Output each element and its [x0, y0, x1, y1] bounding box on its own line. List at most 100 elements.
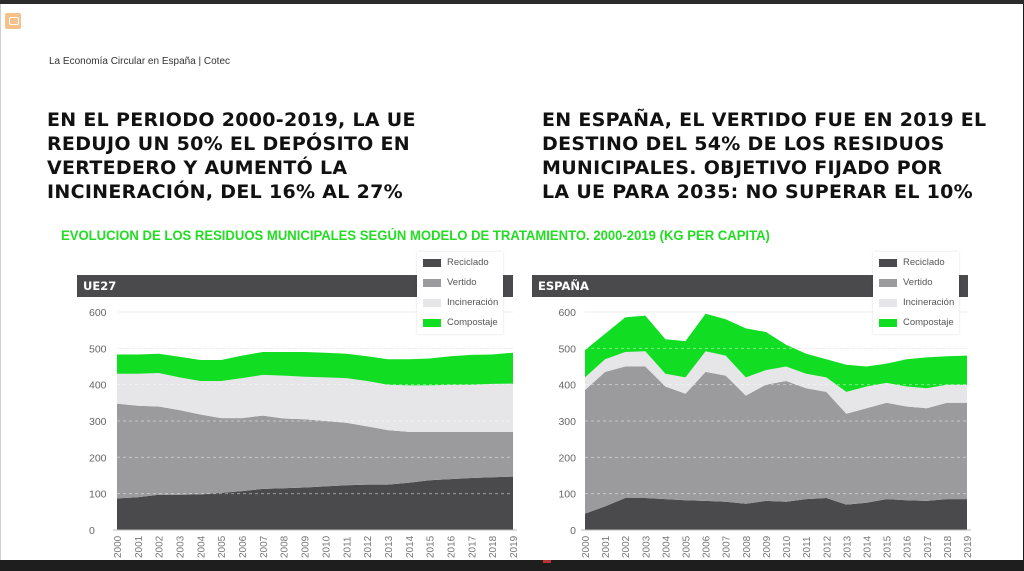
y-tick-label: 600 [89, 307, 107, 319]
area-compostaje [585, 313, 967, 392]
legend-label: Compostaje [447, 317, 498, 328]
x-tick-label: 2001 [601, 535, 612, 558]
x-tick-label: 2009 [762, 535, 773, 558]
y-tick-label: 200 [558, 452, 576, 464]
chart-subtitle: EVOLUCION DE LOS RESIDUOS MUNICIPALES SE… [61, 228, 770, 243]
window-top-bar [0, 0, 1024, 4]
x-tick-label: 2001 [134, 535, 145, 558]
legend-label: Incineración [447, 297, 499, 308]
x-tick-label: 2014 [862, 535, 873, 558]
x-tick-label: 2019 [509, 535, 520, 558]
y-tick-label: 600 [558, 307, 576, 319]
x-tick-label: 2016 [903, 535, 914, 558]
legend-swatch [423, 319, 441, 327]
y-tick-label: 100 [558, 489, 576, 501]
x-tick-label: 2010 [782, 535, 793, 558]
legend-label: Reciclado [903, 257, 945, 268]
legend-label: Reciclado [447, 257, 489, 268]
x-tick-label: 2003 [641, 535, 652, 558]
x-tick-label: 2009 [301, 535, 312, 558]
panel-title-ue27: UE27 [77, 275, 513, 297]
x-tick-label: 2015 [426, 535, 437, 558]
x-tick-label: 2016 [446, 535, 457, 558]
area-reciclado [585, 498, 967, 530]
x-tick-label: 2018 [943, 535, 954, 558]
x-tick-label: 2010 [321, 535, 332, 558]
legend-swatch [879, 319, 897, 327]
legend-item-compostaje[interactable]: Compostaje [423, 316, 498, 330]
chart-ue27: 0 100 200 300 400 500 600 2000 2001 2002 2003 2004 2… [89, 307, 520, 558]
legend-item-incineracin[interactable]: Incineración [879, 296, 954, 310]
y-tick-label: 300 [89, 416, 107, 428]
y-tick-label: 400 [89, 380, 107, 392]
y-tick-label: 300 [558, 416, 576, 428]
x-tick-label: 2012 [363, 535, 374, 558]
y-tick-label: 200 [89, 452, 107, 464]
x-tick-label: 2011 [802, 536, 813, 558]
legend-item-compostaje[interactable]: Compostaje [879, 316, 954, 330]
legend-swatch [423, 279, 441, 287]
y-tick-label: 0 [570, 525, 576, 537]
legend-swatch [879, 299, 897, 307]
area-incineracin [117, 373, 513, 432]
legend-swatch [879, 279, 897, 287]
x-tick-label: 2000 [581, 535, 592, 558]
window-bottom-bar [0, 560, 1024, 571]
legend-item-incineracin[interactable]: Incineración [423, 296, 498, 310]
chart-espana: 0 100 200 300 400 500 600 2000 2001 2002 2003 2004 2… [558, 307, 974, 558]
x-tick-label: 2011 [342, 536, 353, 558]
x-tick-label: 2006 [238, 535, 249, 558]
legend-espana: Reciclado Vertido Incineración Compostaje [873, 252, 959, 334]
legend-item-reciclado[interactable]: Reciclado [423, 256, 489, 270]
x-tick-label: 2008 [742, 535, 753, 558]
x-tick-label: 2003 [176, 535, 187, 558]
x-tick-label: 2013 [842, 535, 853, 558]
x-tick-label: 2000 [113, 535, 124, 558]
headline-right: EN ESPAÑA, EL VERTIDO FUE EN 2019 EL DES… [542, 109, 987, 203]
x-tick-label: 2014 [405, 535, 416, 558]
legend-item-reciclado[interactable]: Reciclado [879, 256, 945, 270]
y-tick-label: 100 [89, 489, 107, 501]
area-compostaje [117, 352, 513, 386]
legend-swatch [423, 299, 441, 307]
x-tick-label: 2008 [280, 535, 291, 558]
x-tick-label: 2013 [384, 535, 395, 558]
area-vertido [585, 366, 967, 514]
x-tick-label: 2017 [467, 535, 478, 558]
x-tick-label: 2002 [621, 535, 632, 558]
panel-title-espana: ESPAÑA [532, 275, 968, 297]
x-tick-label: 2007 [722, 535, 733, 558]
x-tick-label: 2004 [661, 535, 672, 558]
y-tick-label: 400 [558, 380, 576, 392]
x-tick-label: 2019 [963, 535, 974, 558]
legend-swatch [879, 259, 897, 267]
legend-label: Incineración [903, 297, 955, 308]
legend-ue27: Reciclado Vertido Incineración Compostaje [417, 252, 503, 334]
legend-label: Vertido [447, 277, 477, 288]
x-tick-label: 2006 [702, 535, 713, 558]
document-header: La Economía Circular en España | Cotec [49, 56, 231, 67]
x-tick-label: 2017 [923, 535, 934, 558]
x-tick-label: 2004 [196, 535, 207, 558]
x-tick-label: 2005 [217, 535, 228, 558]
area-reciclado [117, 476, 513, 530]
area-incineracin [585, 351, 967, 414]
x-tick-label: 2012 [822, 535, 833, 558]
area-vertido [117, 403, 513, 499]
x-tick-label: 2002 [155, 535, 166, 558]
x-tick-label: 2007 [259, 535, 270, 558]
chat-icon[interactable] [5, 13, 21, 29]
x-tick-label: 2015 [883, 535, 894, 558]
x-tick-label: 2018 [488, 535, 499, 558]
y-tick-label: 500 [558, 343, 576, 355]
y-tick-label: 0 [89, 525, 95, 537]
y-tick-label: 500 [89, 343, 107, 355]
legend-item-vertido[interactable]: Vertido [423, 276, 477, 290]
slide: La Economía Circular en España | Cotec E… [0, 4, 1023, 560]
x-tick-label: 2005 [682, 535, 693, 558]
legend-label: Vertido [903, 277, 933, 288]
legend-label: Compostaje [903, 317, 954, 328]
legend-item-vertido[interactable]: Vertido [879, 276, 933, 290]
legend-swatch [423, 259, 441, 267]
